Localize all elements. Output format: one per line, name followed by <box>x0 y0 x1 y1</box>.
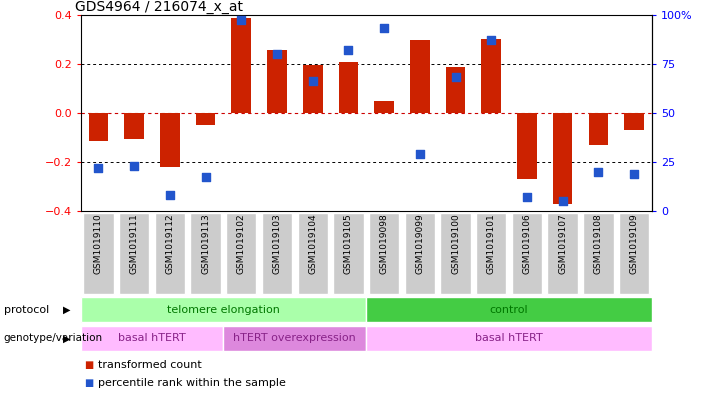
Text: ■: ■ <box>84 360 93 371</box>
FancyBboxPatch shape <box>333 213 364 294</box>
Point <box>200 174 211 180</box>
Point <box>128 163 139 169</box>
FancyBboxPatch shape <box>512 213 542 294</box>
Bar <box>553 113 573 204</box>
Bar <box>482 39 501 113</box>
Point <box>93 165 104 171</box>
Bar <box>339 62 358 113</box>
Point <box>379 25 390 31</box>
FancyBboxPatch shape <box>226 213 257 294</box>
FancyBboxPatch shape <box>583 213 613 294</box>
Text: GDS4964 / 216074_x_at: GDS4964 / 216074_x_at <box>75 0 243 13</box>
Text: GSM1019111: GSM1019111 <box>130 213 139 274</box>
Text: GSM1019112: GSM1019112 <box>165 213 175 274</box>
Point <box>629 171 640 177</box>
Point <box>307 78 318 84</box>
Text: GSM1019099: GSM1019099 <box>415 213 424 274</box>
Bar <box>374 101 394 113</box>
FancyBboxPatch shape <box>547 213 578 294</box>
Bar <box>88 113 108 141</box>
FancyBboxPatch shape <box>155 213 185 294</box>
FancyBboxPatch shape <box>83 213 114 294</box>
FancyBboxPatch shape <box>297 213 328 294</box>
FancyBboxPatch shape <box>440 213 470 294</box>
Text: GSM1019109: GSM1019109 <box>629 213 639 274</box>
Bar <box>410 40 430 113</box>
Text: basal hTERT: basal hTERT <box>475 333 543 343</box>
Text: ■: ■ <box>84 378 93 388</box>
Point <box>450 74 461 81</box>
Bar <box>303 65 322 113</box>
FancyBboxPatch shape <box>81 326 224 351</box>
Text: hTERT overexpression: hTERT overexpression <box>233 333 356 343</box>
FancyBboxPatch shape <box>366 298 652 322</box>
Text: ▶: ▶ <box>62 333 70 343</box>
Point <box>236 17 247 24</box>
Point <box>486 37 497 43</box>
FancyBboxPatch shape <box>224 326 366 351</box>
Text: GSM1019113: GSM1019113 <box>201 213 210 274</box>
Point <box>271 51 283 57</box>
Point <box>522 194 533 200</box>
Bar <box>267 50 287 113</box>
FancyBboxPatch shape <box>369 213 400 294</box>
FancyBboxPatch shape <box>404 213 435 294</box>
Bar <box>517 113 537 179</box>
FancyBboxPatch shape <box>191 213 221 294</box>
Text: GSM1019101: GSM1019101 <box>486 213 496 274</box>
Point <box>593 169 604 175</box>
Text: control: control <box>490 305 529 315</box>
Point <box>414 151 426 157</box>
Text: basal hTERT: basal hTERT <box>118 333 186 343</box>
Text: telomere elongation: telomere elongation <box>167 305 280 315</box>
Text: protocol: protocol <box>4 305 49 315</box>
Text: percentile rank within the sample: percentile rank within the sample <box>98 378 286 388</box>
Point <box>343 47 354 53</box>
Bar <box>625 113 644 130</box>
Bar <box>446 67 465 113</box>
Bar <box>124 113 144 139</box>
Text: GSM1019104: GSM1019104 <box>308 213 318 274</box>
Bar <box>196 113 215 125</box>
Text: GSM1019107: GSM1019107 <box>558 213 567 274</box>
Text: genotype/variation: genotype/variation <box>4 333 102 343</box>
Text: GSM1019106: GSM1019106 <box>522 213 531 274</box>
Bar <box>589 113 608 145</box>
Text: GSM1019103: GSM1019103 <box>273 213 282 274</box>
Text: GSM1019105: GSM1019105 <box>344 213 353 274</box>
Text: GSM1019102: GSM1019102 <box>237 213 246 274</box>
Text: GSM1019098: GSM1019098 <box>380 213 388 274</box>
Text: transformed count: transformed count <box>98 360 202 371</box>
FancyBboxPatch shape <box>119 213 149 294</box>
Bar <box>231 18 251 113</box>
FancyBboxPatch shape <box>262 213 292 294</box>
Bar <box>160 113 179 167</box>
FancyBboxPatch shape <box>81 298 366 322</box>
FancyBboxPatch shape <box>366 326 652 351</box>
Text: ▶: ▶ <box>62 305 70 315</box>
FancyBboxPatch shape <box>619 213 649 294</box>
Text: GSM1019100: GSM1019100 <box>451 213 460 274</box>
Text: GSM1019110: GSM1019110 <box>94 213 103 274</box>
Point <box>557 198 569 204</box>
Point <box>164 192 175 198</box>
FancyBboxPatch shape <box>476 213 506 294</box>
Text: GSM1019108: GSM1019108 <box>594 213 603 274</box>
